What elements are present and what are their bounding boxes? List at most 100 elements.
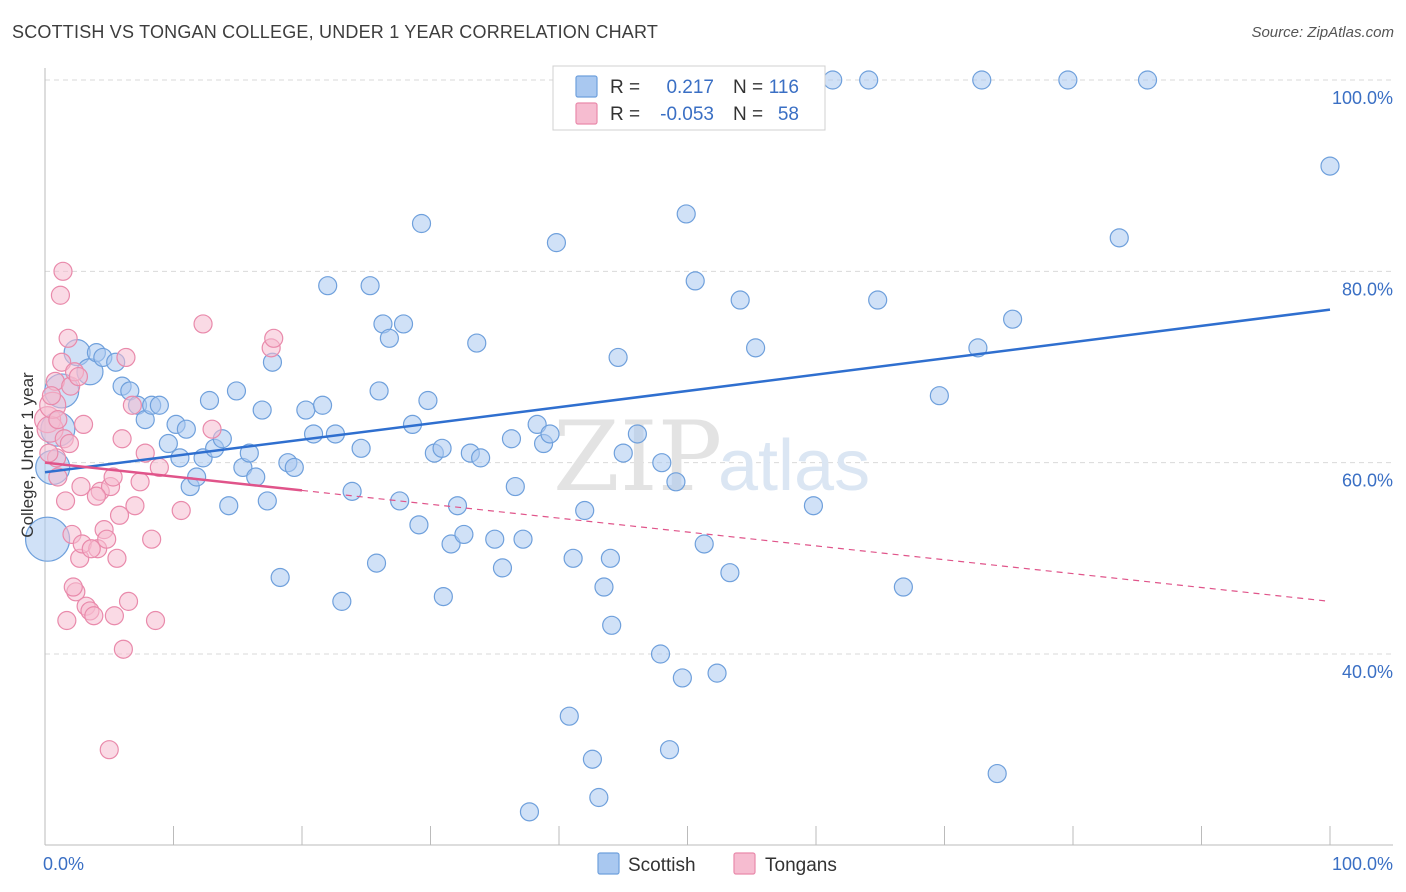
tongan-point-47 bbox=[86, 486, 107, 506]
y-tick-label-60: 60.0% bbox=[1342, 471, 1393, 491]
scottish-point-113 bbox=[433, 586, 453, 607]
scottish-point-115 bbox=[600, 548, 621, 568]
tongan-point-7 bbox=[53, 261, 73, 281]
scottish-point-106 bbox=[1003, 309, 1023, 329]
scottish-point-54 bbox=[418, 390, 438, 411]
scottish-point-48 bbox=[379, 328, 399, 348]
scottish-point-104 bbox=[972, 70, 992, 90]
scottish-point-72 bbox=[546, 233, 567, 253]
tongan-points bbox=[33, 261, 284, 760]
tongan-point-34 bbox=[135, 443, 155, 463]
tongan-point-55 bbox=[171, 500, 191, 521]
tongan-point-40 bbox=[264, 328, 284, 348]
scottish-point-93 bbox=[730, 290, 750, 310]
scottish-point-59 bbox=[454, 524, 474, 545]
scottish-point-105 bbox=[987, 763, 1007, 784]
scottish-point-77 bbox=[589, 787, 609, 808]
x-tick-label-100: 100.0% bbox=[1332, 854, 1393, 874]
scottish-point-85 bbox=[659, 740, 680, 760]
scottish-point-52 bbox=[409, 515, 429, 535]
scottish-point-30 bbox=[252, 400, 272, 420]
scottish-point-86 bbox=[666, 472, 686, 492]
scottish-point-38 bbox=[312, 395, 333, 415]
y-axis-title: College, Under 1 year bbox=[18, 372, 37, 538]
tongan-point-35 bbox=[142, 529, 162, 549]
tongan-point-42 bbox=[73, 414, 94, 434]
scottish-point-50 bbox=[393, 314, 414, 334]
scottish-point-26 bbox=[226, 381, 247, 401]
scottish-point-82 bbox=[627, 424, 647, 444]
tongan-point-54 bbox=[125, 496, 145, 516]
tongan-point-52 bbox=[41, 386, 62, 406]
scottish-point-15 bbox=[158, 433, 178, 454]
scottish-point-58 bbox=[447, 496, 468, 516]
y-tick-label-40: 40.0% bbox=[1342, 662, 1393, 682]
scottish-point-29 bbox=[246, 467, 266, 487]
scottish-point-112 bbox=[613, 443, 633, 463]
tongan-point-4 bbox=[48, 410, 68, 430]
scottish-point-18 bbox=[176, 419, 196, 439]
tongan-point-38 bbox=[193, 314, 213, 334]
tongan-point-20 bbox=[84, 606, 104, 626]
scottish-point-36 bbox=[296, 400, 316, 420]
scottish-point-35 bbox=[284, 457, 304, 478]
tongan-point-36 bbox=[145, 610, 166, 631]
scottish-point-71 bbox=[540, 424, 560, 444]
tongan-point-28 bbox=[109, 505, 130, 525]
scottish-point-20 bbox=[187, 467, 207, 487]
scottish-point-80 bbox=[608, 347, 628, 368]
series-legend: Scottish Tongans bbox=[597, 852, 837, 876]
scottish-point-46 bbox=[369, 381, 389, 401]
legend-swatch-tongans bbox=[575, 102, 598, 125]
scottish-point-75 bbox=[563, 548, 583, 568]
tongan-point-49 bbox=[104, 606, 124, 626]
tongan-point-9 bbox=[58, 328, 78, 348]
scottish-point-28 bbox=[239, 443, 259, 463]
x-tick-labels: 0.0% 100.0% bbox=[43, 854, 1393, 874]
scottish-point-74 bbox=[559, 706, 579, 726]
tongan-point-27 bbox=[107, 548, 127, 568]
legend-n-value-tongans: 58 bbox=[778, 104, 799, 125]
legend-n-label-tongans: N = bbox=[733, 104, 763, 125]
scottish-point-87 bbox=[672, 668, 692, 688]
scottish-point-33 bbox=[270, 567, 290, 588]
legend-box bbox=[552, 65, 826, 131]
chart-title: SCOTTISH VS TONGAN COLLEGE, UNDER 1 YEAR… bbox=[12, 22, 659, 42]
tongan-point-57 bbox=[39, 443, 59, 463]
legend-r-label-tongans: R = bbox=[610, 104, 640, 125]
legend-n-value-scottish: 116 bbox=[769, 77, 799, 98]
y-tick-label-100: 100.0% bbox=[1332, 88, 1393, 108]
tongan-point-33 bbox=[130, 472, 150, 492]
scottish-point-91 bbox=[707, 663, 727, 683]
scottish-point-88 bbox=[676, 204, 696, 224]
scottish-point-67 bbox=[513, 529, 533, 549]
source-label: Source: ZipAtlas.com bbox=[1251, 24, 1394, 41]
bottom-legend-swatch-scottish bbox=[597, 852, 620, 875]
scottish-point-78 bbox=[594, 577, 614, 597]
scottish-point-56 bbox=[432, 438, 452, 458]
scottish-point-31 bbox=[257, 491, 277, 511]
scottish-point-101 bbox=[893, 577, 913, 597]
bottom-legend-scottish: Scottish bbox=[628, 855, 696, 876]
scottish-point-45 bbox=[366, 553, 387, 573]
scottish-point-102 bbox=[929, 386, 949, 406]
scottish-trend-line bbox=[44, 308, 1331, 474]
scottish-point-17 bbox=[170, 448, 190, 468]
correlation-legend: R = 0.217 N = 116 R = -0.053 N = 58 bbox=[552, 65, 826, 131]
tongan-point-53 bbox=[112, 429, 132, 449]
scottish-point-41 bbox=[332, 591, 352, 611]
scottish-point-84 bbox=[650, 644, 671, 664]
scottish-point-69 bbox=[527, 414, 547, 434]
scottish-point-90 bbox=[694, 534, 714, 554]
tongan-point-45 bbox=[57, 610, 77, 631]
scottish-point-49 bbox=[390, 491, 410, 511]
tongan-trend-line-solid bbox=[44, 461, 303, 492]
scottish-point-42 bbox=[342, 481, 362, 501]
tongan-point-51 bbox=[59, 433, 80, 454]
scottish-point-92 bbox=[720, 563, 740, 583]
tongan-point-50 bbox=[71, 476, 91, 497]
legend-n-label-scottish: N = bbox=[733, 77, 763, 98]
scottish-point-94 bbox=[746, 338, 766, 358]
scottish-point-100 bbox=[868, 290, 888, 310]
